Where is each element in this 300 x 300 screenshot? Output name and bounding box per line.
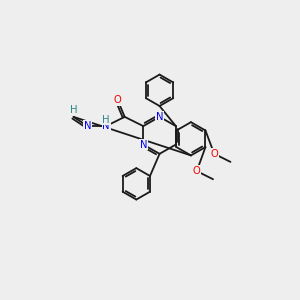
Text: O: O xyxy=(114,95,122,105)
Text: N: N xyxy=(84,121,91,131)
Text: N: N xyxy=(140,140,147,150)
Text: N: N xyxy=(156,112,163,122)
Text: O: O xyxy=(210,149,218,159)
Text: H: H xyxy=(70,105,77,116)
Text: H: H xyxy=(102,115,110,124)
Text: O: O xyxy=(193,166,201,176)
Text: N: N xyxy=(102,121,110,131)
